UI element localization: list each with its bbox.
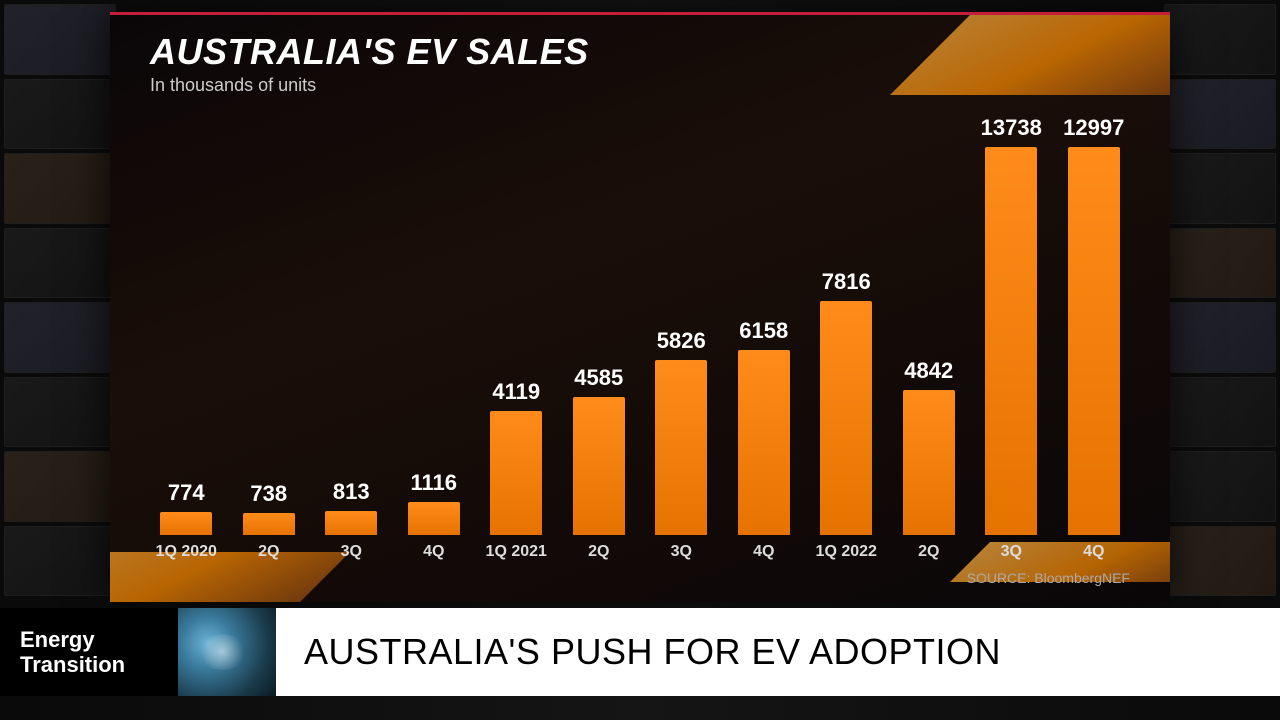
earth-graphic <box>178 608 276 696</box>
bar <box>408 502 460 535</box>
bar-column: 12997 <box>1058 115 1131 535</box>
bar-column: 4119 <box>480 115 553 535</box>
bar-column: 4585 <box>563 115 636 535</box>
bar-column: 813 <box>315 115 388 535</box>
segment-line-1: Energy <box>20 627 178 652</box>
segment-line-2: Transition <box>20 652 178 677</box>
bar-column: 6158 <box>728 115 801 535</box>
bar-value-label: 13738 <box>981 115 1042 141</box>
bar <box>325 511 377 535</box>
axis-labels: 1Q 2020 2Q 3Q 4Q 1Q 2021 2Q 3Q 4Q 1Q 2022 2Q 3Q 4Q <box>150 543 1130 561</box>
bar <box>738 350 790 535</box>
chart-subtitle: In thousands of units <box>150 75 316 96</box>
axis-label: 1Q 2020 <box>150 543 223 561</box>
bar-value-label: 6158 <box>739 318 788 344</box>
bar <box>1068 147 1120 535</box>
axis-label: 3Q <box>975 543 1048 561</box>
bar-value-label: 813 <box>333 479 370 505</box>
axis-label: 4Q <box>398 543 471 561</box>
bar-column: 738 <box>233 115 306 535</box>
bar-column: 5826 <box>645 115 718 535</box>
axis-label: 3Q <box>645 543 718 561</box>
bar-column: 774 <box>150 115 223 535</box>
bar-value-label: 4842 <box>904 358 953 384</box>
lower-third: Energy Transition AUSTRALIA'S PUSH FOR E… <box>0 608 1280 696</box>
bar-value-label: 12997 <box>1063 115 1124 141</box>
bar-value-label: 7816 <box>822 269 871 295</box>
bar <box>160 512 212 535</box>
monitor-wall-right <box>1160 0 1280 600</box>
axis-label: 2Q <box>233 543 306 561</box>
bar <box>655 360 707 535</box>
chart-source: SOURCE: BloombergNEF <box>967 570 1130 586</box>
axis-label: 1Q 2022 <box>810 543 883 561</box>
bar-value-label: 1116 <box>410 470 457 496</box>
bar <box>573 397 625 535</box>
axis-label: 3Q <box>315 543 388 561</box>
monitor-wall-left <box>0 0 120 600</box>
bar-column: 4842 <box>893 115 966 535</box>
bar-column: 1116 <box>398 115 471 535</box>
chart-title: AUSTRALIA'S EV SALES <box>150 31 589 73</box>
axis-label: 4Q <box>728 543 801 561</box>
bar-value-label: 4119 <box>492 379 540 405</box>
axis-label: 2Q <box>563 543 636 561</box>
bar-value-label: 4585 <box>574 365 623 391</box>
axis-label: 4Q <box>1058 543 1131 561</box>
axis-label: 2Q <box>893 543 966 561</box>
bar <box>243 513 295 535</box>
bar <box>985 147 1037 535</box>
bar-column: 7816 <box>810 115 883 535</box>
bar <box>820 301 872 535</box>
bar-value-label: 5826 <box>657 328 706 354</box>
chart-panel: AUSTRALIA'S EV SALES In thousands of uni… <box>110 12 1170 602</box>
bar-value-label: 738 <box>250 481 287 507</box>
headline-text: AUSTRALIA'S PUSH FOR EV ADOPTION <box>304 631 1001 673</box>
headline-bar: AUSTRALIA'S PUSH FOR EV ADOPTION <box>276 608 1280 696</box>
bar-column: 13738 <box>975 115 1048 535</box>
gold-accent-top <box>890 12 1170 95</box>
bar <box>903 390 955 535</box>
segment-box: Energy Transition <box>0 608 178 696</box>
bar-value-label: 774 <box>168 480 205 506</box>
bar <box>490 411 542 535</box>
axis-label: 1Q 2021 <box>480 543 553 561</box>
bars-area: 774 738 813 1116 4119 4585 5826 6158 7816 4842 137… <box>150 115 1130 535</box>
